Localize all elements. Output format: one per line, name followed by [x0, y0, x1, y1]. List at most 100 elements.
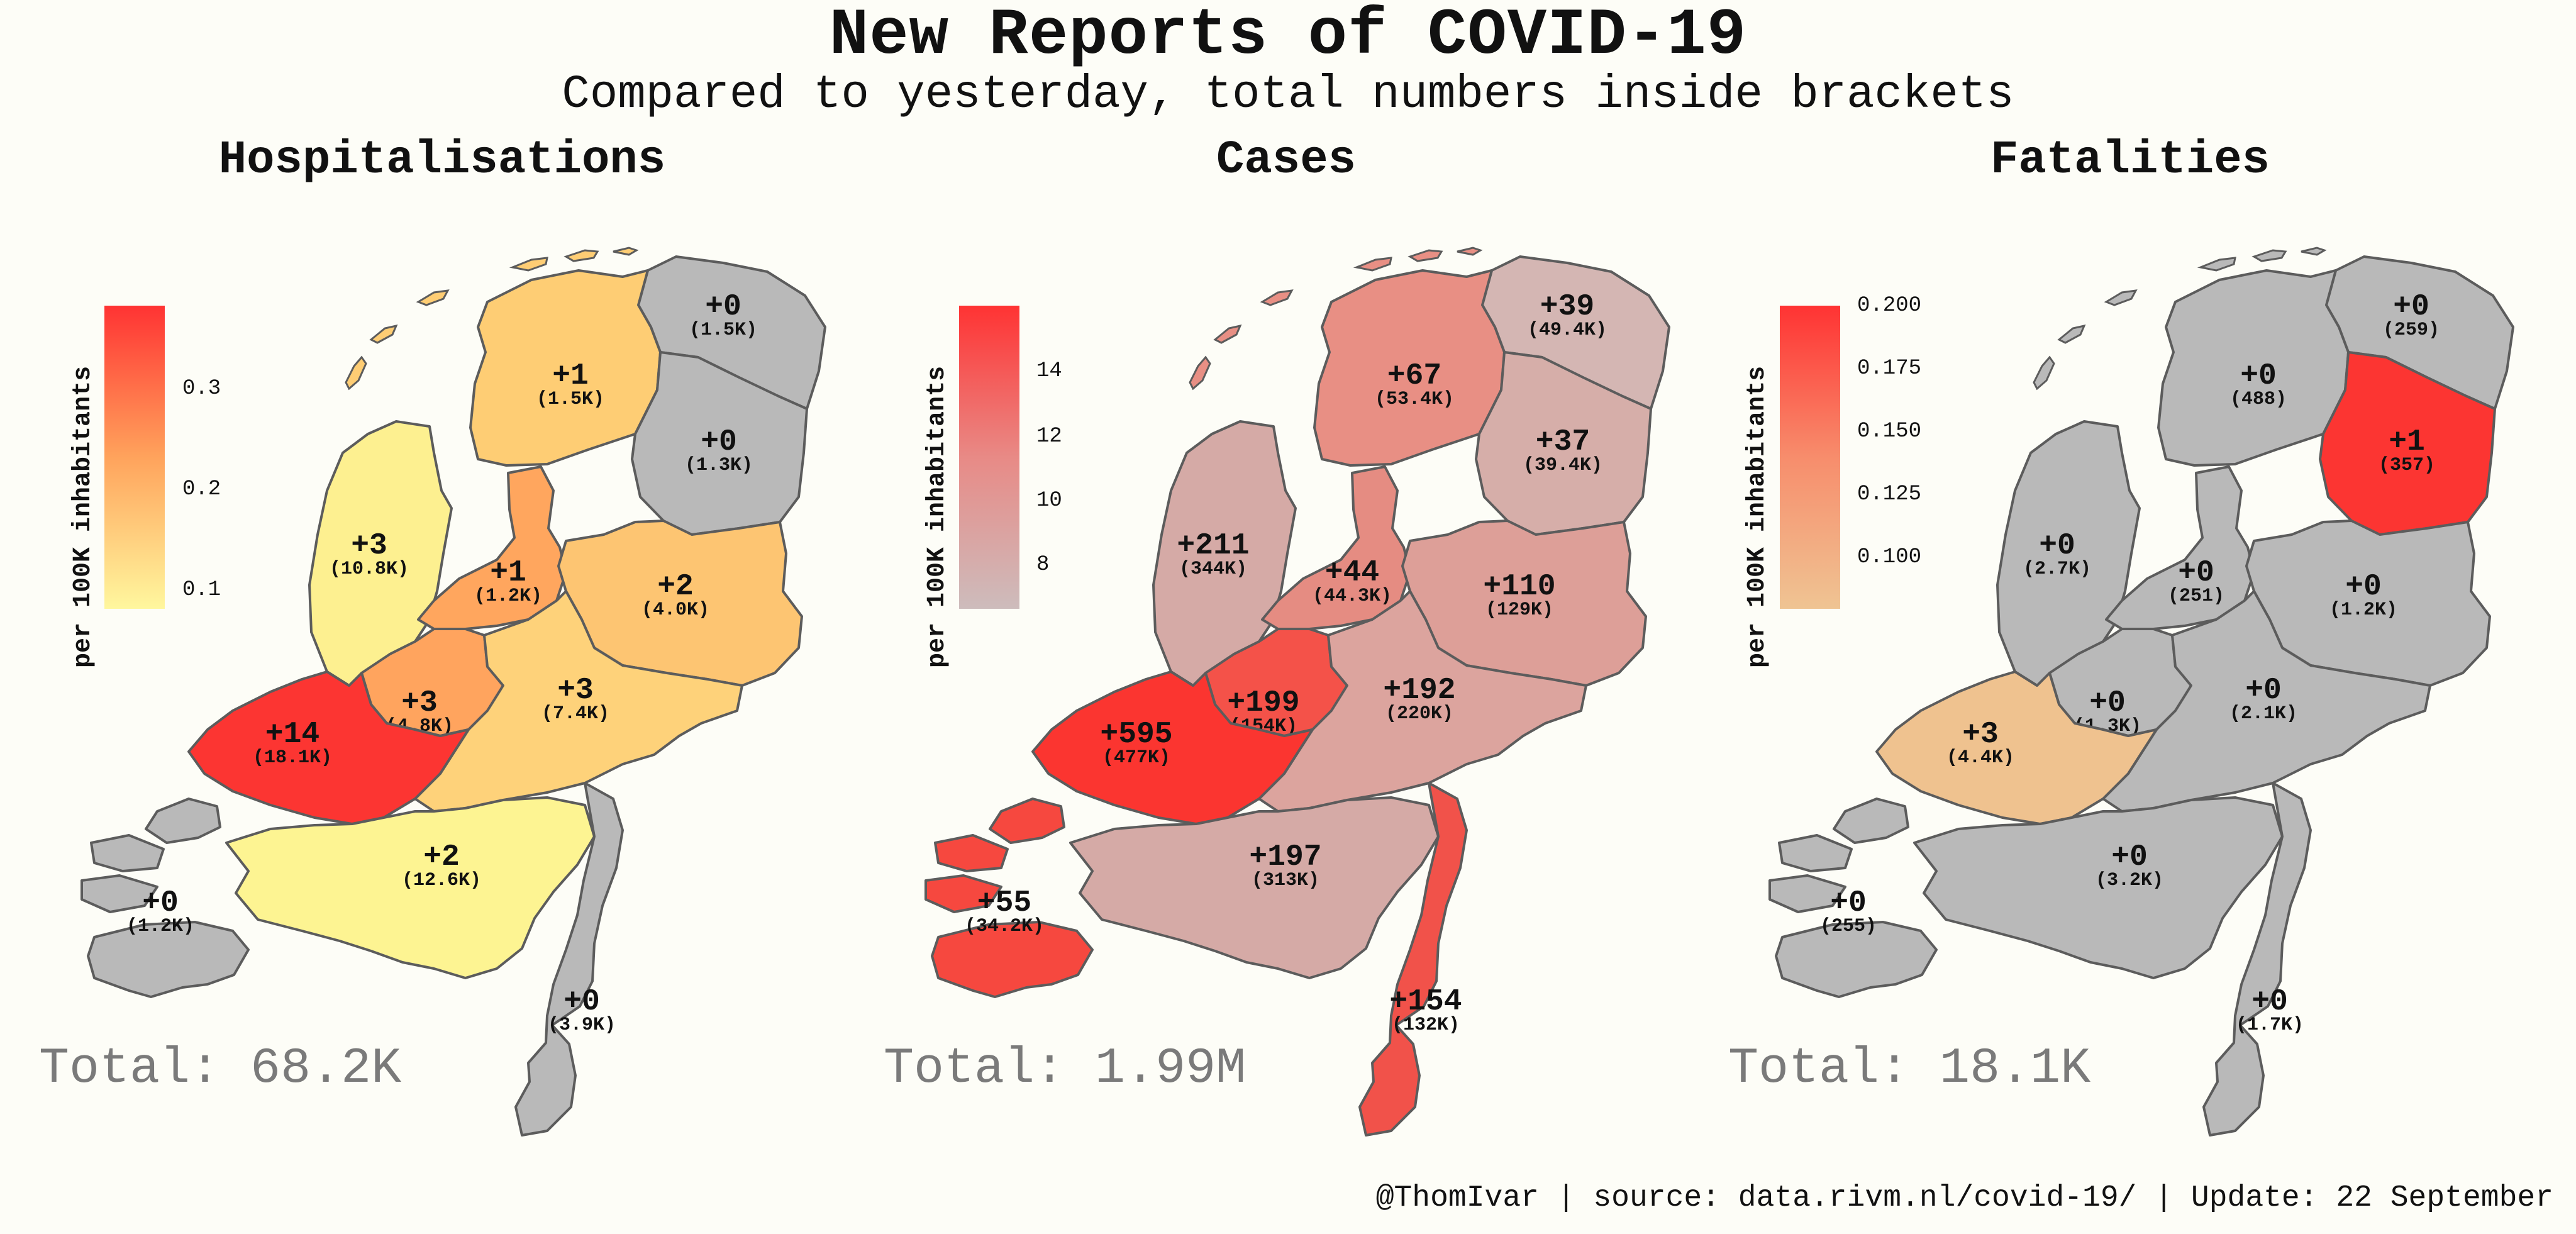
legend-tick: 0.150 — [1857, 420, 1922, 443]
region-limburg: +154(132K) — [1358, 782, 1468, 1137]
region-change-label: +3 — [1962, 718, 1999, 752]
region-overijssel: +110(129K) — [1401, 520, 1647, 687]
region-total-label: (44.3K) — [1313, 586, 1392, 607]
region-change-label: +55 — [977, 886, 1031, 920]
region-flevoland: +44(44.3K) — [1261, 465, 1411, 630]
region-total-label: (49.4K) — [1528, 320, 1607, 341]
region-change-label: +39 — [1540, 290, 1594, 324]
region-total-label: (12.6K) — [402, 870, 481, 891]
panel-total-hospitalisations: Total: 68.2K — [39, 1040, 402, 1098]
region-change-label: +67 — [1387, 359, 1441, 393]
region-change-label: +0 — [2245, 674, 2282, 708]
region-noord-brabant: +0(3.2K) — [1913, 796, 2284, 979]
region-change-label: +1 — [2389, 425, 2425, 459]
region-utrecht: +199(154K) — [1204, 628, 1348, 737]
region-total-label: (7.4K) — [541, 703, 609, 725]
wadden-island — [509, 257, 548, 272]
region-change-label: +199 — [1227, 686, 1299, 720]
region-shape — [2202, 782, 2312, 1137]
region-change-label: +110 — [1483, 570, 1555, 604]
map-cases: +39(49.4K)+67(53.4K)+37(39.4K)+211(344K)… — [924, 247, 1670, 1137]
region-total-label: (220K) — [1385, 703, 1453, 725]
region-change-label: +0 — [2345, 570, 2382, 604]
legend-tick: 0.200 — [1857, 294, 1922, 318]
region-total-label: (2.7K) — [2023, 559, 2091, 580]
region-limburg: +0(1.7K) — [2202, 782, 2312, 1137]
region-total-label: (39.4K) — [1523, 455, 1602, 476]
legend-tick: 0.125 — [1857, 482, 1922, 506]
region-noord-holland: +3(10.8K) — [308, 420, 453, 687]
region-total-label: (1.3K) — [685, 455, 753, 476]
region-friesland: +1(1.5K) — [469, 269, 662, 467]
region-change-label: +211 — [1177, 529, 1249, 563]
region-total-label: (3.2K) — [2096, 870, 2163, 891]
wadden-island — [1407, 249, 1443, 262]
wadden-island — [345, 355, 367, 391]
region-total-label: (477K) — [1102, 747, 1170, 769]
region-total-label: (53.4K) — [1375, 389, 1454, 410]
region-change-label: +0 — [2240, 359, 2277, 393]
figure-title: New Reports of COVID-19 — [829, 0, 1747, 73]
wadden-island — [1457, 247, 1483, 256]
region-total-label: (129K) — [1485, 599, 1553, 621]
wadden-island — [2104, 289, 2138, 306]
region-change-label: +192 — [1383, 674, 1455, 708]
region-change-label: +0 — [564, 985, 600, 1019]
region-friesland: +67(53.4K) — [1313, 269, 1506, 467]
region-change-label: +0 — [142, 886, 179, 920]
footer-credit: @ThomIvar | source: data.rivm.nl/covid-1… — [1375, 1181, 2553, 1215]
panel-title-fatalities: Fatalities — [1990, 134, 2270, 187]
legend-colorbar — [959, 306, 1019, 609]
legend-tick: 0.175 — [1857, 357, 1922, 381]
region-total-label: (18.1K) — [253, 747, 332, 769]
region-shape — [514, 782, 624, 1137]
wadden-island — [416, 289, 450, 306]
region-shape — [417, 465, 567, 630]
legend-colorbar — [104, 306, 165, 609]
region-shape — [924, 798, 1094, 998]
region-shape — [2105, 465, 2255, 630]
region-noord-brabant: +2(12.6K) — [225, 796, 596, 979]
region-change-label: +0 — [705, 290, 741, 324]
region-change-label: +37 — [1536, 425, 1590, 459]
region-total-label: (4.0K) — [641, 599, 709, 621]
region-total-label: (251) — [2168, 586, 2224, 607]
wadden-island — [1189, 355, 1211, 391]
region-shape — [1768, 798, 1938, 998]
legend-tick: 10 — [1036, 489, 1062, 513]
region-change-label: +2 — [423, 840, 460, 874]
region-limburg: +0(3.9K) — [514, 782, 624, 1137]
wadden-island — [1353, 257, 1392, 272]
region-noord-brabant: +197(313K) — [1069, 796, 1440, 979]
region-drenthe: +37(39.4K) — [1475, 351, 1652, 536]
region-total-label: (344K) — [1179, 559, 1247, 580]
region-change-label: +1 — [552, 359, 589, 393]
region-change-label: +0 — [701, 425, 737, 459]
region-change-label: +3 — [557, 674, 594, 708]
region-change-label: +3 — [351, 529, 387, 563]
wadden-island — [613, 247, 639, 256]
region-change-label: +595 — [1100, 718, 1172, 752]
legend-tick: 0.100 — [1857, 545, 1922, 569]
panel-total-cases: Total: 1.99M — [884, 1040, 1246, 1098]
region-change-label: +0 — [2111, 840, 2148, 874]
region-total-label: (1.2K) — [474, 586, 542, 607]
region-total-label: (132K) — [1392, 1014, 1460, 1036]
region-zeeland: +0(255) — [1768, 798, 1938, 998]
panel-total-fatalities: Total: 18.1K — [1728, 1040, 2091, 1098]
region-shape — [225, 796, 596, 979]
region-total-label: (3.9K) — [548, 1014, 616, 1036]
wadden-island — [2251, 249, 2287, 262]
region-total-label: (357) — [2379, 455, 2435, 476]
region-drenthe: +1(357) — [2319, 351, 2496, 536]
panel-title-hospitalisations: Hospitalisations — [218, 134, 666, 187]
wadden-island — [369, 324, 398, 344]
region-total-label: (2.1K) — [2229, 703, 2297, 725]
wadden-island — [2033, 355, 2055, 391]
region-change-label: +0 — [1830, 886, 1867, 920]
region-drenthe: +0(1.3K) — [631, 351, 808, 536]
region-change-label: +0 — [2393, 290, 2429, 324]
legend-tick: 8 — [1036, 553, 1050, 577]
legend-tick: 14 — [1036, 359, 1062, 383]
